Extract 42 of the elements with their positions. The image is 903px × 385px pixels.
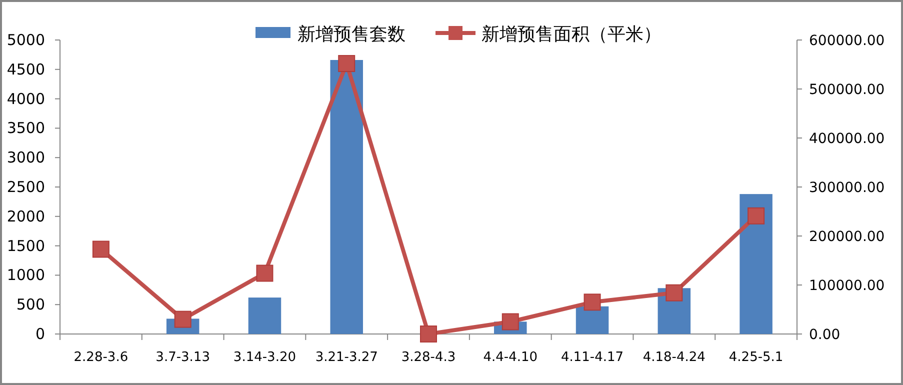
x-tick-label: 3.7-3.13 (156, 350, 210, 365)
bar (740, 194, 772, 334)
y-tick-label: 1000 (6, 266, 45, 284)
x-tick-label: 3.28-4.3 (401, 350, 456, 365)
y-tick-label: 4500 (6, 60, 45, 78)
y2-tick-label: 600000.00 (809, 33, 885, 49)
x-tick-label: 2.28-3.6 (74, 350, 128, 365)
y-tick-label: 3500 (6, 119, 45, 138)
y2-tick-label: 0.00 (809, 327, 840, 343)
y2-tick-label: 500000.00 (809, 82, 885, 98)
point (502, 313, 519, 330)
point (256, 264, 274, 282)
x-tick-label: 4.4-4.10 (483, 350, 538, 365)
y2-tick-label: 100000.00 (809, 278, 885, 294)
y-tick-label: 5000 (6, 31, 45, 49)
point (420, 326, 437, 342)
y2-tick-label: 400000.00 (809, 131, 885, 147)
point (92, 240, 110, 258)
bar (330, 60, 363, 334)
y-tick-label: 4000 (6, 90, 45, 108)
x-tick-label: 4.25-5.1 (728, 350, 784, 365)
point (584, 294, 601, 311)
bar (576, 306, 609, 334)
point (748, 207, 765, 224)
y-tick-label: 500 (16, 296, 45, 314)
y-tick-label: 3000 (6, 148, 45, 167)
y2-tick-label: 200000.00 (809, 229, 885, 245)
x-tick-label: 4.11-4.17 (560, 350, 624, 365)
legend-label: 新增预售面积（平米） (482, 24, 662, 45)
point (174, 310, 192, 328)
x-tick-label: 3.14-3.20 (233, 350, 296, 365)
y2-tick-label: 300000.00 (809, 180, 885, 196)
point (338, 55, 356, 72)
y-tick-label: 2000 (6, 207, 45, 226)
legend-label: 新增预售套数 (298, 24, 406, 45)
y-tick-label: 2500 (6, 178, 45, 196)
y-tick-label: 1500 (6, 236, 45, 255)
bar (248, 298, 282, 334)
point (666, 284, 683, 302)
y-tick-label: 0 (35, 325, 45, 343)
x-tick-label: 3.21-3.27 (315, 350, 378, 365)
x-tick-label: 4.18-4.24 (642, 350, 706, 365)
